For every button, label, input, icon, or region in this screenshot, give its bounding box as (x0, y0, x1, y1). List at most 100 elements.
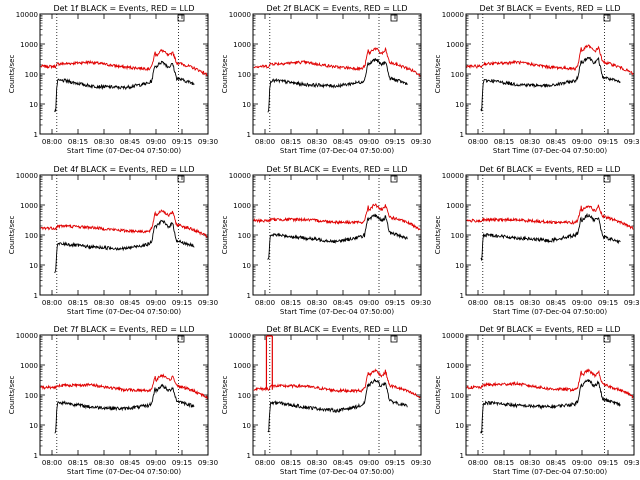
y-tick-label: 10 (242, 422, 251, 430)
x-tick-label: 09:30 (198, 138, 218, 146)
legend-box (603, 14, 611, 22)
detector-panel: Det 4f BLACK = Events, RED = LLD 1 10 100 10… (8, 165, 218, 316)
x-tick-label: 08:00 (255, 299, 275, 307)
y-tick-label: 10000 (442, 11, 464, 19)
panel-title: Det 3f BLACK = Events, RED = LLD (479, 4, 620, 13)
y-tick-label: 100 (25, 392, 38, 400)
x-tick-label: 08:30 (520, 459, 540, 467)
x-tick-label: 08:15 (494, 459, 514, 467)
y-axis-label: Counts/sec (221, 376, 229, 415)
x-axis-label: Start Time (07-Dec-04 07:50:00) (493, 147, 607, 155)
x-tick-label: 09:00 (359, 138, 379, 146)
x-tick-label: 08:00 (468, 138, 488, 146)
y-tick-label: 10 (455, 422, 464, 430)
y-axis-label: Counts/sec (434, 376, 442, 415)
x-tick-label: 08:30 (520, 138, 540, 146)
y-tick-label: 1 (460, 131, 464, 139)
x-tick-label: 09:30 (624, 299, 640, 307)
lld-series-line (40, 48, 208, 77)
y-tick-label: 1 (460, 452, 464, 460)
panel-title: Det 2f BLACK = Events, RED = LLD (266, 4, 407, 13)
detector-panel: Det 9f BLACK = Events, RED = LLD 1 10 100 10… (434, 325, 640, 476)
x-tick-label: 08:15 (68, 299, 88, 307)
x-tick-label: 09:30 (411, 299, 431, 307)
y-tick-label: 1 (247, 292, 251, 300)
y-tick-label: 10000 (16, 332, 38, 340)
panel-title: Det 9f BLACK = Events, RED = LLD (479, 325, 620, 334)
panel-title: Det 4f BLACK = Events, RED = LLD (53, 165, 194, 174)
y-tick-label: 1000 (233, 202, 251, 210)
x-axis-label: Start Time (07-Dec-04 07:50:00) (67, 468, 181, 476)
y-tick-label: 1000 (20, 41, 38, 49)
plot-frame (39, 13, 209, 135)
x-tick-label: 09:15 (385, 138, 405, 146)
x-tick-label: 09:15 (172, 459, 192, 467)
y-tick-label: 10000 (229, 11, 251, 19)
detector-panel: Det 5f BLACK = Events, RED = LLD 1 10 100 10… (221, 165, 431, 316)
y-axis-label: Counts/sec (8, 55, 16, 94)
plot-frame (465, 13, 635, 135)
lld-series-line (253, 46, 421, 77)
x-tick-label: 08:00 (255, 138, 275, 146)
legend-box (177, 335, 185, 343)
y-tick-label: 100 (238, 392, 251, 400)
y-tick-label: 1000 (446, 41, 464, 49)
lld-series-line (466, 44, 634, 75)
y-axis-label: Counts/sec (434, 216, 442, 255)
y-tick-label: 100 (25, 232, 38, 240)
events-series-line (480, 56, 621, 112)
x-tick-label: 08:45 (120, 138, 140, 146)
legend-box (390, 175, 398, 183)
x-tick-label: 08:15 (281, 299, 301, 307)
y-tick-label: 1 (460, 292, 464, 300)
x-tick-label: 08:30 (307, 299, 327, 307)
y-axis-label: Counts/sec (434, 55, 442, 94)
y-tick-label: 10000 (16, 11, 38, 19)
x-tick-label: 08:30 (94, 459, 114, 467)
detector-panel: Det 7f BLACK = Events, RED = LLD 1 10 100 10… (8, 325, 218, 476)
x-tick-label: 08:00 (255, 459, 275, 467)
lld-series-line (253, 203, 421, 231)
x-tick-label: 08:15 (281, 138, 301, 146)
y-tick-label: 1 (34, 452, 38, 460)
panel-title: Det 7f BLACK = Events, RED = LLD (53, 325, 194, 334)
x-tick-label: 08:00 (42, 138, 62, 146)
events-series-line (480, 212, 621, 261)
x-tick-label: 08:45 (546, 138, 566, 146)
events-series-line (54, 219, 195, 274)
y-tick-label: 1000 (233, 362, 251, 370)
x-axis-label: Start Time (07-Dec-04 07:50:00) (280, 147, 394, 155)
plot-frame (39, 174, 209, 296)
legend-box (390, 14, 398, 22)
y-tick-label: 10000 (16, 172, 38, 180)
y-tick-label: 1000 (20, 362, 38, 370)
plot-frame (465, 334, 635, 456)
y-tick-label: 1000 (446, 362, 464, 370)
x-tick-label: 08:15 (494, 299, 514, 307)
x-tick-label: 08:30 (307, 138, 327, 146)
y-tick-label: 1 (247, 131, 251, 139)
y-tick-label: 10 (242, 101, 251, 109)
x-tick-label: 09:00 (146, 138, 166, 146)
x-tick-label: 08:15 (68, 138, 88, 146)
x-tick-label: 08:45 (546, 299, 566, 307)
x-tick-label: 08:00 (468, 299, 488, 307)
lld-series-line (253, 368, 421, 399)
y-tick-label: 10 (242, 262, 251, 270)
x-tick-label: 09:00 (359, 299, 379, 307)
panel-title: Det 6f BLACK = Events, RED = LLD (479, 165, 620, 174)
y-tick-label: 1000 (233, 41, 251, 49)
events-series-line (267, 213, 408, 260)
x-tick-label: 09:15 (385, 299, 405, 307)
legend-box (177, 14, 185, 22)
y-axis-label: Counts/sec (221, 55, 229, 94)
events-series-line (54, 383, 195, 434)
x-tick-label: 08:15 (68, 459, 88, 467)
x-tick-label: 09:15 (598, 138, 618, 146)
legend-box (390, 335, 398, 343)
y-tick-label: 10000 (229, 172, 251, 180)
x-tick-label: 08:45 (333, 138, 353, 146)
x-axis-label: Start Time (07-Dec-04 07:50:00) (493, 468, 607, 476)
y-tick-label: 1000 (20, 202, 38, 210)
